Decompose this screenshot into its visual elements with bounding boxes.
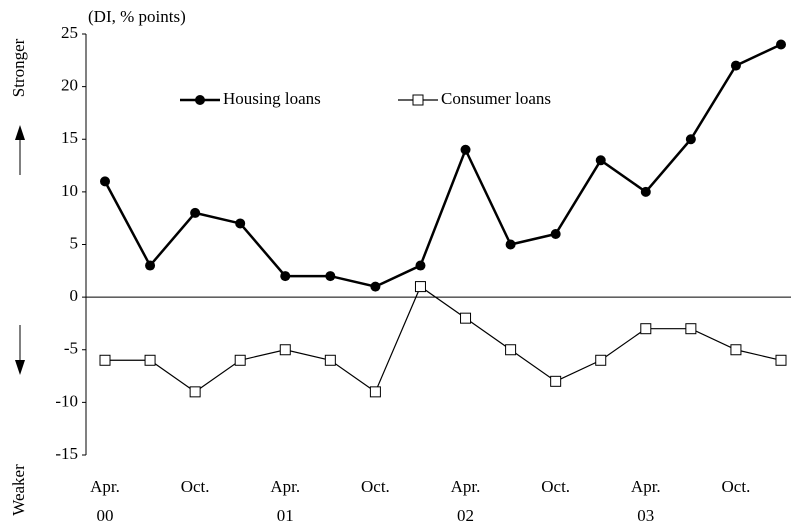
point (235, 218, 246, 229)
point (505, 344, 517, 356)
point (550, 228, 561, 239)
x-tick-label: Apr. (451, 477, 481, 496)
point (550, 375, 562, 387)
x-tick-label: Apr. (90, 477, 120, 496)
point (190, 207, 201, 218)
point (280, 271, 291, 282)
y-tick-label: 10 (61, 181, 78, 200)
point (144, 354, 156, 366)
point (370, 281, 381, 292)
y-tick-label: -5 (64, 339, 78, 358)
point (145, 260, 156, 271)
y-tick-label: 25 (61, 23, 78, 42)
point (776, 39, 786, 50)
y-tick-label: 15 (61, 128, 78, 147)
point (279, 344, 291, 356)
x-tick-label: Oct. (181, 477, 210, 496)
x-tick-year: 02 (457, 506, 474, 525)
point (775, 354, 787, 366)
point (369, 386, 381, 398)
y-tick-label: -10 (55, 391, 78, 410)
y-tick-label: -15 (55, 444, 78, 463)
y-tick-label: 5 (70, 233, 79, 252)
point (414, 281, 426, 293)
upper-annotation: Stronger (9, 38, 28, 97)
x-tick-label: Oct. (541, 477, 570, 496)
point (640, 323, 652, 335)
legend-label: Consumer loans (441, 89, 551, 108)
down-arrow-head (15, 360, 25, 375)
series-line (105, 285, 782, 393)
legend-label: Housing loans (223, 89, 321, 108)
x-tick-label: Apr. (631, 477, 661, 496)
y-label: (DI, % points) (88, 7, 186, 26)
series-line (103, 43, 782, 288)
point (685, 323, 697, 335)
point (595, 155, 606, 166)
y-tick-label: 0 (70, 286, 79, 305)
y-tick-label: 20 (61, 76, 78, 95)
x-tick-year: 01 (277, 506, 294, 525)
legend-marker (195, 95, 205, 105)
point (640, 186, 651, 197)
point (730, 344, 742, 356)
legend-marker (412, 94, 424, 106)
point (460, 144, 471, 155)
up-arrow-head (15, 125, 25, 140)
point (325, 271, 336, 282)
point (415, 260, 426, 271)
x-tick-label: Oct. (722, 477, 751, 496)
x-tick-year: 03 (637, 506, 654, 525)
point (234, 354, 246, 366)
point (595, 354, 607, 366)
point (685, 134, 696, 145)
x-tick-label: Apr. (270, 477, 300, 496)
point (100, 176, 110, 187)
point (730, 60, 741, 71)
x-tick-year: 00 (97, 506, 114, 525)
point (189, 386, 201, 398)
x-tick-label: Oct. (361, 477, 390, 496)
lower-annotation: Weaker (9, 464, 28, 516)
point (505, 239, 516, 250)
point (460, 312, 472, 324)
point (324, 354, 336, 366)
point (99, 354, 111, 366)
